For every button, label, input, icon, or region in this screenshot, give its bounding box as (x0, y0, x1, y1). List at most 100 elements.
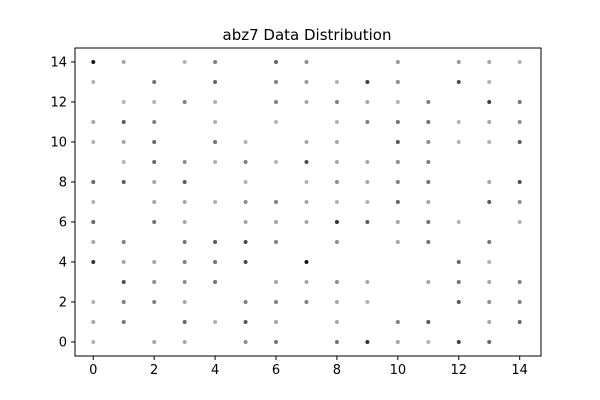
data-point (426, 220, 431, 224)
data-point (213, 320, 218, 324)
x-tick-label: 10 (390, 363, 407, 378)
data-point (91, 320, 96, 324)
data-point (121, 300, 126, 304)
data-point (213, 160, 218, 164)
data-point (213, 80, 218, 84)
data-point (365, 300, 370, 304)
data-point (182, 160, 187, 164)
ticks-layer: 0 2 4 6 8 10 12 14 0 2 4 6 8 10 12 14 (50, 56, 528, 379)
data-point (395, 60, 400, 64)
data-point (274, 240, 279, 244)
data-point (121, 120, 126, 124)
data-point (395, 180, 400, 184)
data-point (365, 160, 370, 164)
data-point (426, 240, 431, 244)
data-point (395, 80, 400, 84)
data-point (395, 200, 400, 204)
data-point (334, 240, 339, 244)
data-point (395, 320, 400, 324)
data-point (487, 260, 492, 264)
data-point (182, 320, 187, 324)
data-point (91, 240, 96, 244)
data-point (365, 80, 370, 84)
data-point (395, 100, 400, 104)
y-tick-label: 14 (50, 56, 67, 71)
data-point (517, 100, 522, 104)
data-point (91, 80, 96, 84)
y-tick-label: 12 (50, 96, 67, 111)
data-point (517, 60, 522, 64)
data-point (182, 280, 187, 284)
data-point (334, 320, 339, 324)
data-point (456, 300, 461, 304)
data-point (517, 140, 522, 144)
data-point (426, 200, 431, 204)
data-point (121, 160, 126, 164)
x-tick-label: 8 (333, 363, 341, 378)
data-point (121, 240, 126, 244)
data-point (91, 120, 96, 124)
data-point (487, 80, 492, 84)
data-point (365, 280, 370, 284)
data-point (395, 220, 400, 224)
data-point (426, 100, 431, 104)
data-point (243, 180, 248, 184)
data-point (517, 180, 522, 184)
y-tick-label: 0 (59, 336, 67, 351)
data-point (456, 140, 461, 144)
data-point (304, 160, 309, 164)
data-point (91, 300, 96, 304)
data-point (304, 80, 309, 84)
data-point (243, 320, 248, 324)
data-point (334, 340, 339, 344)
data-point (152, 280, 157, 284)
data-point (91, 60, 96, 64)
x-tick-label: 14 (511, 363, 528, 378)
data-point (426, 160, 431, 164)
data-point (152, 80, 157, 84)
data-point (517, 320, 522, 324)
data-point (456, 260, 461, 264)
data-point (487, 100, 492, 104)
data-point (334, 80, 339, 84)
data-point (334, 100, 339, 104)
data-point (365, 220, 370, 224)
data-point (456, 120, 461, 124)
data-point (304, 140, 309, 144)
data-point (213, 260, 218, 264)
data-point (91, 260, 96, 264)
x-tick-label: 0 (89, 363, 97, 378)
data-point (517, 220, 522, 224)
data-point (274, 160, 279, 164)
data-point (152, 260, 157, 264)
data-point (152, 140, 157, 144)
data-point (274, 120, 279, 124)
data-point (274, 100, 279, 104)
data-point (395, 120, 400, 124)
data-point (334, 160, 339, 164)
data-point (365, 180, 370, 184)
data-point (334, 180, 339, 184)
data-point (517, 200, 522, 204)
data-point (426, 320, 431, 324)
data-point (152, 120, 157, 124)
data-point (182, 100, 187, 104)
data-point (274, 280, 279, 284)
data-point (304, 200, 309, 204)
data-point (213, 120, 218, 124)
data-point (243, 220, 248, 224)
data-point (304, 300, 309, 304)
data-point (304, 100, 309, 104)
data-point (182, 200, 187, 204)
data-point (152, 220, 157, 224)
data-point (91, 340, 96, 344)
data-point (213, 240, 218, 244)
data-point (91, 220, 96, 224)
y-tick-label: 6 (59, 216, 67, 231)
data-point (487, 180, 492, 184)
data-point (395, 160, 400, 164)
data-point (487, 280, 492, 284)
data-point (334, 200, 339, 204)
data-point (487, 60, 492, 64)
data-point (274, 80, 279, 84)
